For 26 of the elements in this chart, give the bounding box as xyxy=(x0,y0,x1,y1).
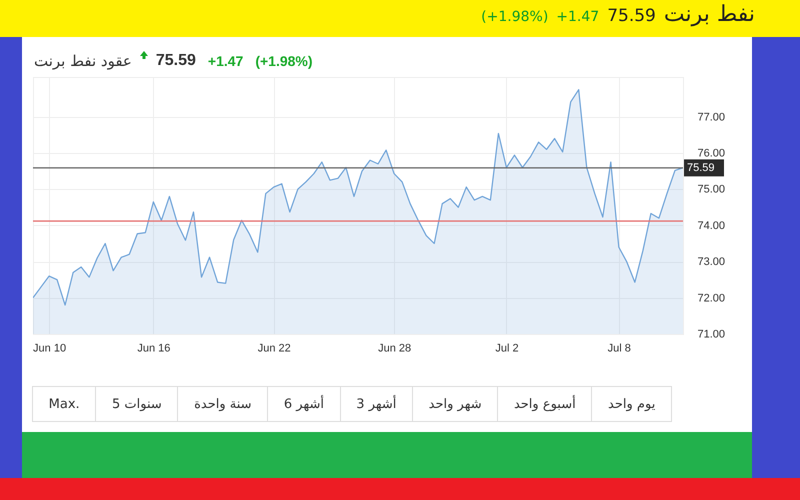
chart-title: عقود نفط برنت xyxy=(34,52,132,70)
text: Max. xyxy=(48,396,81,414)
y-tick-label: 73.00 xyxy=(698,256,726,268)
text: يوم واحد xyxy=(591,387,671,421)
x-tick-label: Jun 22 xyxy=(258,342,291,354)
x-tick-label: Jul 8 xyxy=(608,342,631,354)
text: 6 أشهر xyxy=(267,387,340,421)
x-tick-label: Jun 16 xyxy=(137,342,170,354)
y-tick-label: 75.00 xyxy=(698,184,726,196)
x-tick-label: Jul 2 xyxy=(495,342,519,354)
text: +1.47 xyxy=(208,53,244,69)
x-tick-label: Jun 10 xyxy=(33,342,66,354)
y-tick-label: 72.00 xyxy=(698,292,726,304)
text: 3 أشهر xyxy=(340,387,412,421)
y-tick-label: 76.00 xyxy=(698,148,726,160)
text: أسبوع واحد xyxy=(497,387,592,421)
ref-line-label: 75.59 xyxy=(687,162,715,174)
text: 5 سنوات xyxy=(95,387,178,421)
y-tick-label: 71.00 xyxy=(698,328,726,340)
y-tick-label: 77.00 xyxy=(698,111,726,124)
text: سنة واحدة xyxy=(177,387,268,421)
chart-subtitle: 75.59 xyxy=(156,52,196,70)
text: (+1.98%) xyxy=(255,53,313,69)
y-tick-label: 74.00 xyxy=(698,220,726,232)
x-tick-label: Jun 28 xyxy=(378,342,412,354)
text: شهر واحد xyxy=(412,387,498,421)
